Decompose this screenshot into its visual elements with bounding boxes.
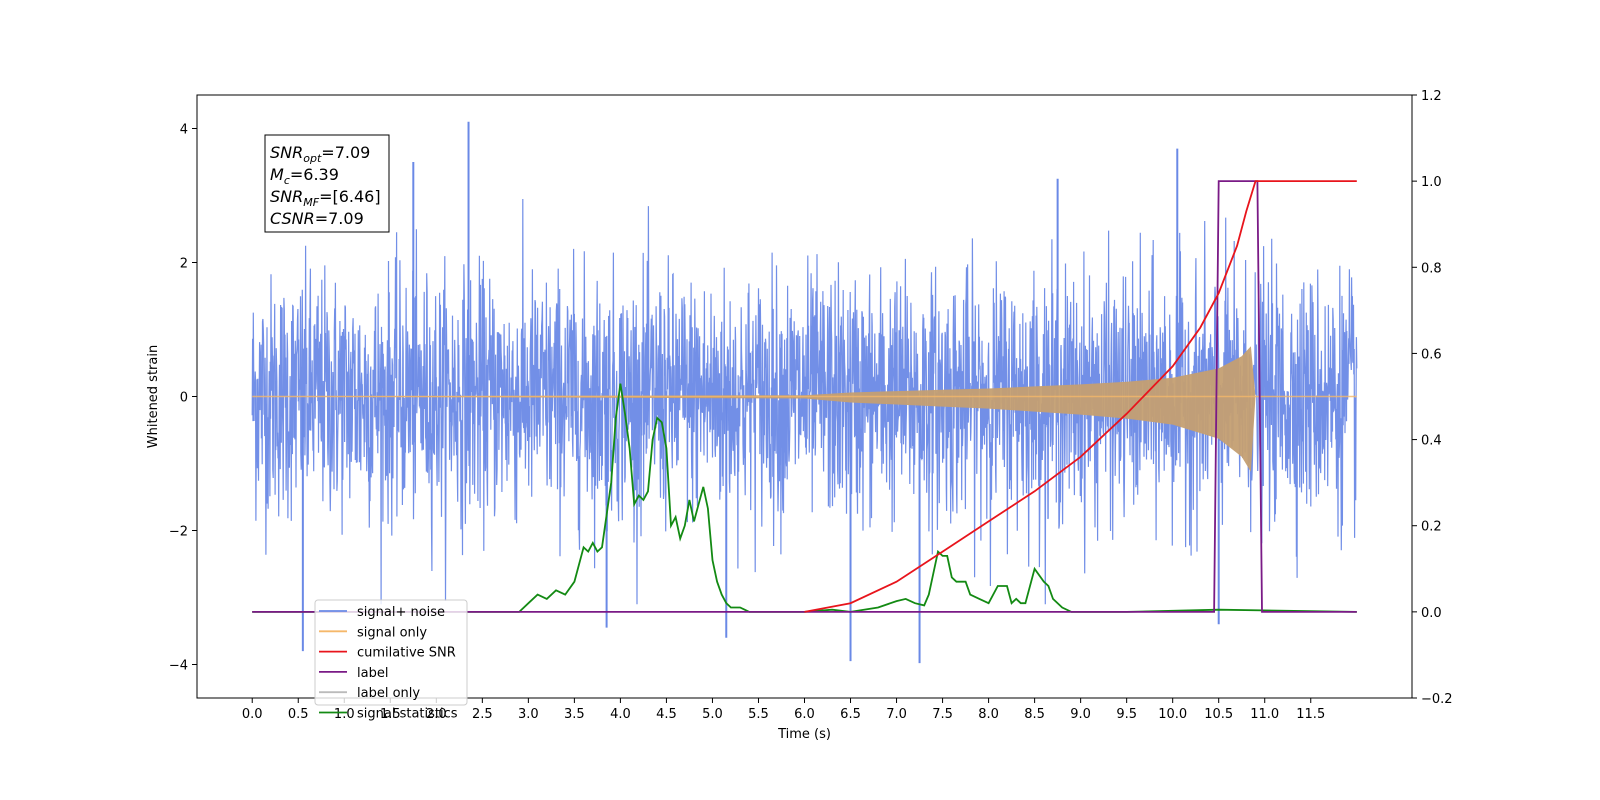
cumulative-snr-line — [804, 180, 1357, 613]
x-tick-label: 1.5 — [380, 707, 401, 722]
y-tick-label: 4 — [180, 123, 188, 138]
x-tick-label: 0.5 — [288, 707, 309, 722]
x-axis: 0.0 0.5 1.0 1.5 2.0 2.5 3.0 3.5 4.0 4.5 5.0 5.5 6.0 6… — [242, 698, 1325, 722]
x-tick-label: 9.5 — [1116, 707, 1137, 722]
x-tick-label: 10.0 — [1158, 707, 1187, 722]
x-tick-label: 1.0 — [334, 707, 355, 722]
y2-tick-label: 1.2 — [1421, 89, 1442, 104]
annotation-value: =7.09 — [321, 143, 370, 162]
y-axis-right: −0.2 0.0 0.2 0.4 0.6 0.8 1.0 1.2 — [1412, 89, 1453, 707]
annotation-value: =6.39 — [290, 165, 339, 184]
x-tick-label: 6.5 — [840, 707, 861, 722]
x-tick-label: 0.0 — [242, 707, 263, 722]
annotation-value: =[6.46] — [319, 187, 381, 206]
legend-label: cumilative SNR — [357, 646, 456, 661]
annotation-line: CSNR=7.09 — [270, 209, 364, 228]
signal-statistics-line — [252, 383, 1357, 613]
annotation-subscript: MF — [303, 196, 319, 209]
annotation-value: =7.09 — [315, 209, 364, 228]
annotation-line: Mc=6.39 — [270, 165, 339, 187]
y-axis-left: −4 −2 0 2 4 — [169, 123, 197, 674]
x-tick-label: 2.5 — [472, 707, 493, 722]
x-tick-label: 3.5 — [564, 707, 585, 722]
legend: signal+ noise signal only cumilative SNR la… — [314, 599, 468, 722]
x-tick-label: 11.0 — [1250, 707, 1279, 722]
annotation-subscript: opt — [303, 152, 322, 165]
y-tick-label: −2 — [169, 525, 188, 540]
y-axis-label: Whitened strain — [146, 345, 161, 448]
legend-label: signal+ noise — [357, 605, 445, 620]
annotation-variable: SNR — [270, 143, 303, 162]
label-line — [252, 180, 1357, 613]
annotation-frame — [264, 134, 390, 233]
x-tick-label: 5.5 — [748, 707, 769, 722]
x-tick-label: 2.0 — [426, 707, 447, 722]
signal-only-envelope — [252, 346, 1357, 472]
x-tick-label: 5.0 — [702, 707, 723, 722]
x-tick-label: 7.5 — [932, 707, 953, 722]
x-tick-label: 4.5 — [656, 707, 677, 722]
x-tick-label: 10.5 — [1204, 707, 1233, 722]
legend-frame — [314, 599, 468, 706]
annotation-variable: M — [270, 165, 284, 184]
x-tick-label: 11.5 — [1296, 707, 1325, 722]
x-tick-label: 7.0 — [886, 707, 907, 722]
y2-tick-label: 0.4 — [1421, 434, 1442, 449]
legend-label: signal statistics — [357, 707, 458, 722]
x-tick-label: 4.0 — [610, 707, 631, 722]
legend-label: label — [357, 666, 388, 681]
x-tick-label: 6.0 — [794, 707, 815, 722]
annotation-variable: CSNR — [270, 209, 315, 228]
plot-area — [251, 121, 1358, 664]
x-tick-label: 8.5 — [1024, 707, 1045, 722]
x-tick-label: 8.0 — [978, 707, 999, 722]
annotation-line: SNRMF=[6.46] — [270, 187, 381, 209]
y2-tick-label: 0.2 — [1421, 520, 1442, 535]
y-tick-label: −4 — [169, 659, 188, 674]
annotation-subscript: c — [284, 174, 290, 187]
x-tick-label: 9.0 — [1070, 707, 1091, 722]
x-axis-label: Time (s) — [777, 727, 831, 742]
x-tick-label: 3.0 — [518, 707, 539, 722]
legend-label: signal only — [357, 625, 427, 640]
y2-tick-label: 0.0 — [1421, 606, 1442, 621]
y2-tick-label: 0.6 — [1421, 347, 1442, 362]
y2-tick-label: 1.0 — [1421, 175, 1442, 190]
y2-tick-label: −0.2 — [1421, 692, 1453, 707]
y2-tick-label: 0.8 — [1421, 261, 1442, 276]
y-tick-label: 0 — [180, 391, 188, 406]
annotation-line: SNRopt=7.09 — [270, 143, 370, 165]
annotation-variable: SNR — [270, 187, 303, 206]
legend-label: label only — [357, 686, 420, 701]
y-tick-label: 2 — [180, 257, 188, 272]
